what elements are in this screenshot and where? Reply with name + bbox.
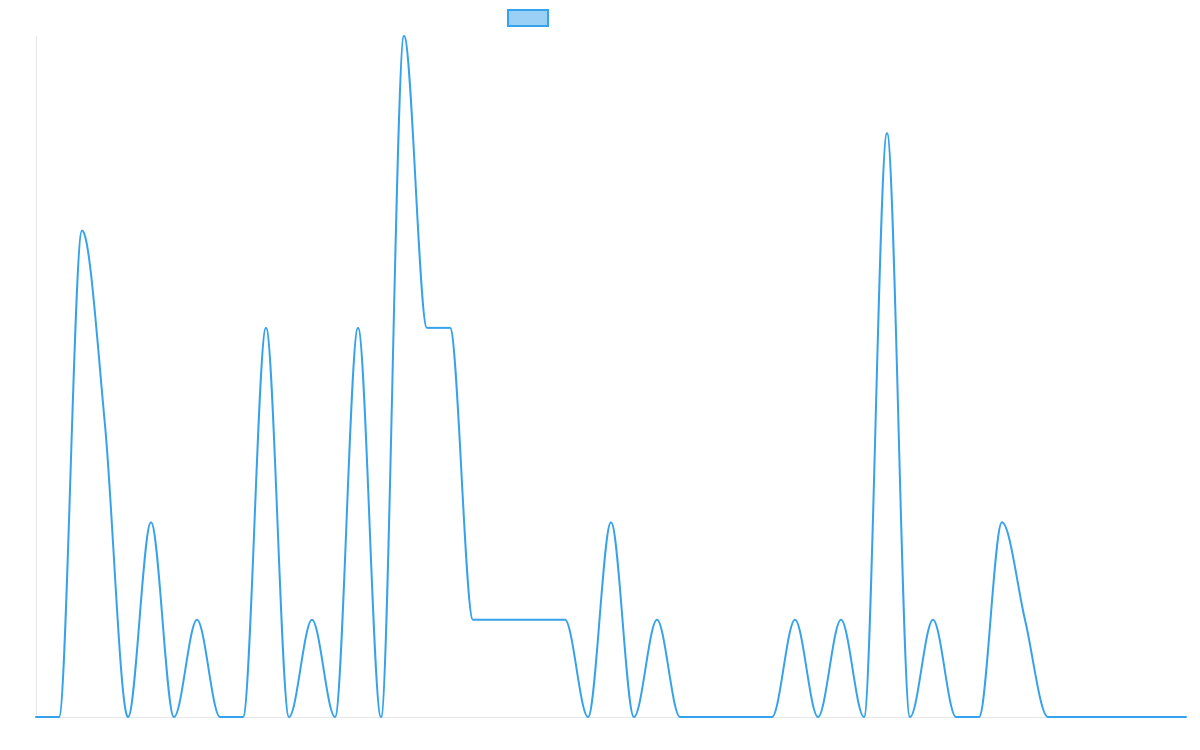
data-point[interactable] bbox=[355, 325, 361, 331]
data-point[interactable] bbox=[631, 714, 637, 720]
data-point[interactable] bbox=[1114, 714, 1120, 720]
data-point[interactable] bbox=[700, 714, 706, 720]
data-point[interactable] bbox=[608, 519, 614, 525]
data-point[interactable] bbox=[861, 714, 867, 720]
data-point[interactable] bbox=[1091, 714, 1097, 720]
data-point[interactable] bbox=[585, 714, 591, 720]
data-point[interactable] bbox=[1183, 714, 1189, 720]
data-point[interactable] bbox=[447, 325, 453, 331]
data-point[interactable] bbox=[677, 714, 683, 720]
data-point[interactable] bbox=[470, 617, 476, 623]
data-point[interactable] bbox=[148, 519, 154, 525]
data-point[interactable] bbox=[999, 519, 1005, 525]
series-line-0 bbox=[35, 35, 1187, 719]
data-point[interactable] bbox=[792, 617, 798, 623]
data-point[interactable] bbox=[562, 617, 568, 623]
series-layer bbox=[33, 33, 1189, 720]
data-point[interactable] bbox=[263, 325, 269, 331]
data-point[interactable] bbox=[815, 714, 821, 720]
data-point[interactable] bbox=[240, 714, 246, 720]
data-point[interactable] bbox=[654, 617, 660, 623]
data-point[interactable] bbox=[884, 130, 890, 136]
data-point[interactable] bbox=[309, 617, 315, 623]
data-point[interactable] bbox=[539, 617, 545, 623]
data-point[interactable] bbox=[1045, 714, 1051, 720]
data-point[interactable] bbox=[1137, 714, 1143, 720]
data-point[interactable] bbox=[332, 714, 338, 720]
data-point[interactable] bbox=[79, 228, 85, 234]
data-point[interactable] bbox=[723, 714, 729, 720]
legend[interactable] bbox=[507, 9, 549, 27]
data-point[interactable] bbox=[424, 325, 430, 331]
data-point[interactable] bbox=[194, 617, 200, 623]
data-point[interactable] bbox=[217, 714, 223, 720]
data-point[interactable] bbox=[1068, 714, 1074, 720]
data-point[interactable] bbox=[930, 617, 936, 623]
data-point[interactable] bbox=[1022, 617, 1028, 623]
data-point[interactable] bbox=[171, 714, 177, 720]
data-point[interactable] bbox=[378, 714, 384, 720]
data-point[interactable] bbox=[769, 714, 775, 720]
data-point[interactable] bbox=[56, 714, 62, 720]
data-point[interactable] bbox=[493, 617, 499, 623]
data-point[interactable] bbox=[838, 617, 844, 623]
data-point[interactable] bbox=[516, 617, 522, 623]
data-point[interactable] bbox=[976, 714, 982, 720]
legend-swatch[interactable] bbox=[507, 9, 549, 27]
data-point[interactable] bbox=[33, 714, 39, 720]
data-point[interactable] bbox=[953, 714, 959, 720]
data-point[interactable] bbox=[401, 33, 407, 39]
data-point[interactable] bbox=[746, 714, 752, 720]
data-point[interactable] bbox=[102, 422, 108, 428]
data-point[interactable] bbox=[907, 714, 913, 720]
data-point[interactable] bbox=[125, 714, 131, 720]
data-point[interactable] bbox=[1160, 714, 1166, 720]
data-point[interactable] bbox=[286, 714, 292, 720]
